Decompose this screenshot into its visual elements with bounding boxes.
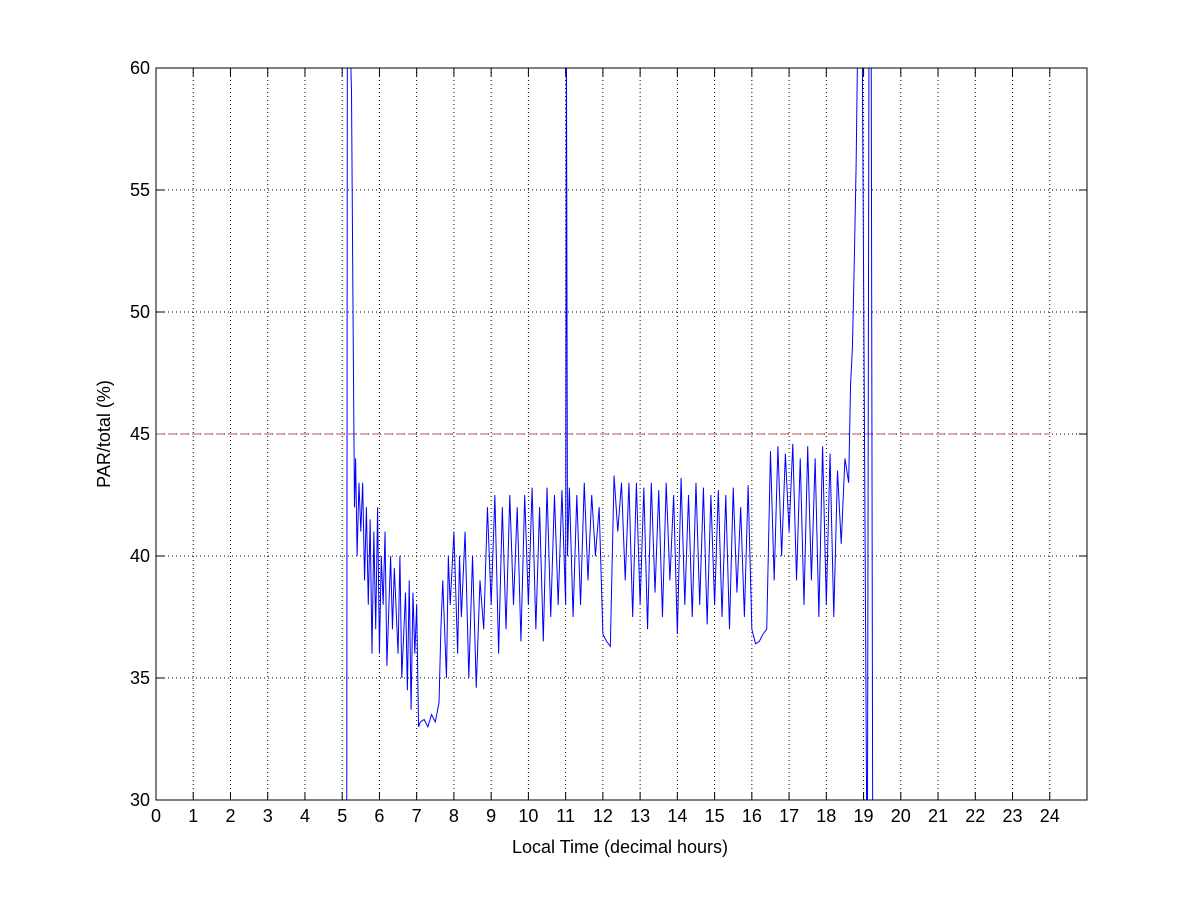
data-line	[346, 68, 874, 800]
x-tick-label: 3	[263, 806, 273, 826]
x-tick-label: 1	[188, 806, 198, 826]
y-tick-label: 45	[130, 424, 150, 444]
x-tick-label: 9	[486, 806, 496, 826]
y-tick-label: 60	[130, 58, 150, 78]
x-tick-label: 20	[891, 806, 911, 826]
x-tick-label: 13	[630, 806, 650, 826]
x-tick-label: 18	[816, 806, 836, 826]
y-tick-label: 55	[130, 180, 150, 200]
x-tick-label: 14	[667, 806, 687, 826]
x-tick-label: 22	[965, 806, 985, 826]
x-tick-label: 5	[337, 806, 347, 826]
x-tick-label: 15	[705, 806, 725, 826]
y-tick-label: 50	[130, 302, 150, 322]
y-axis-label: PAR/total (%)	[94, 380, 114, 488]
x-tick-label: 7	[412, 806, 422, 826]
x-tick-label: 23	[1003, 806, 1023, 826]
x-tick-label: 16	[742, 806, 762, 826]
y-tick-label: 35	[130, 668, 150, 688]
x-tick-label: 8	[449, 806, 459, 826]
y-tick-label: 40	[130, 546, 150, 566]
x-tick-label: 24	[1040, 806, 1060, 826]
x-tick-label: 2	[225, 806, 235, 826]
x-axis-label: Local Time (decimal hours)	[512, 837, 728, 857]
axes-box	[155, 67, 1088, 801]
y-tick-label: 30	[130, 790, 150, 810]
x-tick-label: 21	[928, 806, 948, 826]
x-tick-label: 10	[518, 806, 538, 826]
x-tick-label: 4	[300, 806, 310, 826]
x-tick-label: 19	[854, 806, 874, 826]
x-tick-label: 6	[374, 806, 384, 826]
x-tick-label: 0	[151, 806, 161, 826]
x-tick-label: 17	[779, 806, 799, 826]
x-tick-label: 12	[593, 806, 613, 826]
x-tick-label: 11	[556, 806, 575, 826]
